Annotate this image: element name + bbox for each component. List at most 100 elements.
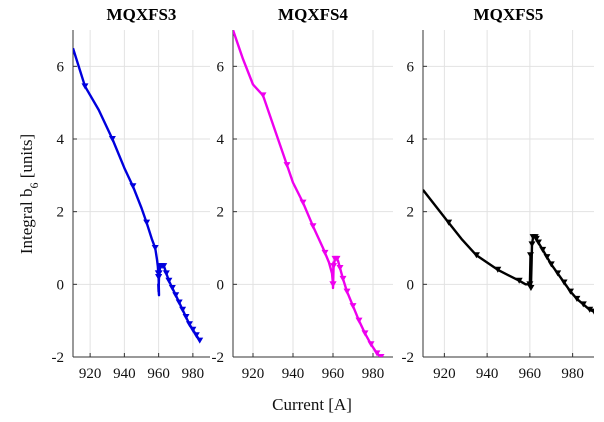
y-tick-label: 0 xyxy=(217,277,225,293)
y-tick-label: 4 xyxy=(407,132,415,148)
y-tick-label: 2 xyxy=(407,205,415,221)
data-point-marker xyxy=(554,270,562,277)
y-axis-label: Integral b6 [units] xyxy=(17,134,41,254)
y-tick-label: -2 xyxy=(52,350,65,366)
x-tick-label: 940 xyxy=(282,366,305,382)
y-tick-label: 0 xyxy=(57,277,65,293)
data-point-marker xyxy=(155,270,163,277)
x-tick-label: 940 xyxy=(476,366,499,382)
data-point-marker xyxy=(515,277,523,284)
data-point-marker xyxy=(108,136,116,142)
data-point-marker xyxy=(143,219,151,226)
y-tick-label: 0 xyxy=(407,277,415,293)
x-tick-label: 980 xyxy=(362,366,385,382)
chart-panel-3: -2 0 2 4 6 920 940 960 980 MQXFS5 xyxy=(402,5,594,382)
y-tick-label: 4 xyxy=(217,132,225,148)
data-point-marker xyxy=(472,252,480,259)
data-point-marker xyxy=(339,275,347,282)
data-point-marker xyxy=(321,249,329,256)
data-point-marker xyxy=(175,299,183,306)
x-tick-label: 980 xyxy=(182,366,205,382)
data-point-marker xyxy=(539,246,547,253)
data-point-marker xyxy=(165,277,173,284)
x-axis-label: Current [A] xyxy=(272,395,352,414)
y-axis-label-sub: 6 xyxy=(27,183,41,189)
data-point-marker xyxy=(355,317,363,324)
series-line xyxy=(73,47,201,342)
chart-title: MQXFS3 xyxy=(107,5,177,24)
y-axis-label-units: [units] xyxy=(17,134,36,183)
data-point-marker xyxy=(566,288,574,295)
panels: -2 0 2 4 6 920 940 960 980 MQXFS3 -2 0 2 4 6 920 940 960 9… xyxy=(52,5,594,382)
y-tick-label: 4 xyxy=(57,132,65,148)
data-point-marker xyxy=(349,303,357,310)
x-tick-label: 920 xyxy=(242,366,265,382)
series-line xyxy=(423,189,594,313)
plot-area xyxy=(233,30,385,357)
plot-area xyxy=(423,189,594,315)
y-tick-label: 2 xyxy=(57,205,65,221)
data-point-marker xyxy=(172,292,180,299)
data-point-marker xyxy=(299,199,307,206)
data-point-marker xyxy=(283,162,291,169)
data-point-marker xyxy=(377,354,385,357)
x-tick-label: 960 xyxy=(519,366,542,382)
y-tick-label: -2 xyxy=(402,350,415,366)
data-point-marker xyxy=(160,263,168,270)
data-point-marker xyxy=(259,92,267,99)
data-point-marker xyxy=(494,266,502,273)
data-point-marker xyxy=(189,326,197,333)
data-point-marker xyxy=(527,284,535,291)
y-tick-label: -2 xyxy=(212,350,225,366)
x-tick-label: 920 xyxy=(79,366,102,382)
data-point-marker xyxy=(527,252,535,259)
data-point-marker xyxy=(168,284,176,291)
y-tick-label: 6 xyxy=(57,59,65,75)
data-point-marker xyxy=(361,330,369,337)
data-point-marker xyxy=(155,274,163,281)
data-point-marker xyxy=(336,264,344,271)
y-tick-label: 2 xyxy=(217,205,225,221)
data-point-marker xyxy=(526,281,534,288)
chart-title: MQXFS5 xyxy=(474,5,544,24)
data-point-marker xyxy=(573,295,581,302)
x-tick-label: 980 xyxy=(561,366,584,382)
data-point-marker xyxy=(543,254,551,261)
y-tick-label: 6 xyxy=(407,59,415,75)
data-point-marker xyxy=(329,281,337,288)
x-tick-label: 960 xyxy=(322,366,345,382)
data-point-marker xyxy=(547,261,555,268)
data-point-marker xyxy=(528,241,536,248)
data-point-marker xyxy=(367,341,375,348)
x-tick-label: 960 xyxy=(147,366,170,382)
data-point-marker xyxy=(192,332,200,339)
x-tick-label: 920 xyxy=(433,366,456,382)
series-line xyxy=(233,30,382,357)
x-tick-label: 940 xyxy=(113,366,136,382)
data-point-marker xyxy=(179,306,187,313)
data-point-marker xyxy=(81,83,89,90)
data-point-marker xyxy=(309,223,317,230)
chart-panel-1: -2 0 2 4 6 920 940 960 980 MQXFS3 xyxy=(52,5,210,382)
data-point-marker xyxy=(579,301,587,308)
data-point-marker xyxy=(590,308,594,315)
data-point-marker xyxy=(534,239,542,246)
data-point-marker xyxy=(185,321,193,328)
data-point-marker xyxy=(560,279,568,286)
data-point-marker xyxy=(330,263,338,270)
data-point-marker xyxy=(182,314,190,321)
data-point-marker xyxy=(586,306,594,313)
chart-panel-2: -2 0 2 4 6 920 940 960 980 MQXFS4 xyxy=(212,5,393,382)
data-point-marker xyxy=(151,245,159,251)
data-point-marker xyxy=(532,235,540,242)
y-tick-label: 6 xyxy=(217,59,225,75)
data-point-marker xyxy=(129,183,137,190)
data-point-marker xyxy=(373,350,381,357)
data-point-marker xyxy=(445,219,453,226)
data-point-marker xyxy=(196,337,204,344)
chart-title: MQXFS4 xyxy=(278,5,348,24)
y-axis-label-main: Integral b xyxy=(17,189,36,255)
data-point-marker xyxy=(333,255,341,262)
data-point-marker xyxy=(343,288,351,295)
